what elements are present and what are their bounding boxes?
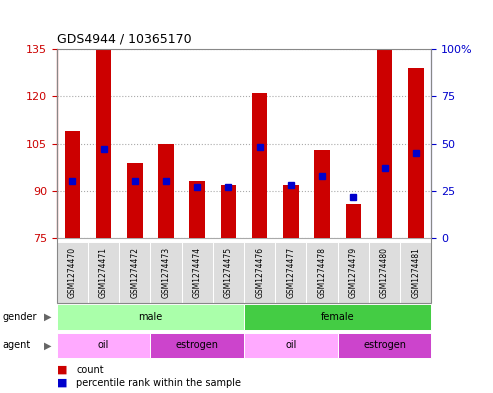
Bar: [189, 182, 205, 238]
Text: ■: ■: [57, 365, 67, 375]
Bar: [408, 68, 423, 238]
Text: male: male: [138, 312, 163, 322]
Text: ▶: ▶: [44, 312, 52, 322]
Bar: [307, 242, 338, 303]
Text: GSM1274477: GSM1274477: [286, 247, 295, 298]
Text: female: female: [321, 312, 354, 322]
Bar: [346, 204, 361, 238]
Text: GSM1274474: GSM1274474: [193, 247, 202, 298]
Text: GSM1274472: GSM1274472: [130, 247, 139, 298]
Bar: [221, 185, 236, 238]
Bar: [150, 333, 244, 358]
Bar: [65, 131, 80, 238]
Text: GSM1274479: GSM1274479: [349, 247, 358, 298]
Text: GSM1274475: GSM1274475: [224, 247, 233, 298]
Bar: [244, 242, 275, 303]
Text: GSM1274473: GSM1274473: [162, 247, 171, 298]
Text: gender: gender: [2, 312, 37, 322]
Bar: [158, 143, 174, 238]
Bar: [338, 242, 369, 303]
Bar: [244, 305, 431, 330]
Text: count: count: [76, 365, 104, 375]
Text: GSM1274470: GSM1274470: [68, 247, 77, 298]
Text: GSM1274478: GSM1274478: [317, 247, 326, 298]
Text: GSM1274471: GSM1274471: [99, 247, 108, 298]
Bar: [96, 49, 111, 238]
Text: oil: oil: [98, 340, 109, 351]
Bar: [88, 242, 119, 303]
Text: GSM1274480: GSM1274480: [380, 247, 389, 298]
Bar: [338, 333, 431, 358]
Bar: [213, 242, 244, 303]
Bar: [400, 242, 431, 303]
Text: GSM1274476: GSM1274476: [255, 247, 264, 298]
Bar: [283, 185, 299, 238]
Bar: [57, 242, 88, 303]
Text: agent: agent: [2, 340, 31, 351]
Bar: [275, 242, 307, 303]
Bar: [181, 242, 213, 303]
Bar: [377, 49, 392, 238]
Text: estrogen: estrogen: [363, 340, 406, 351]
Bar: [127, 163, 142, 238]
Bar: [57, 305, 244, 330]
Text: ▶: ▶: [44, 340, 52, 351]
Text: oil: oil: [285, 340, 297, 351]
Bar: [315, 150, 330, 238]
Text: percentile rank within the sample: percentile rank within the sample: [76, 378, 242, 388]
Bar: [252, 93, 267, 238]
Bar: [150, 242, 181, 303]
Bar: [244, 333, 338, 358]
Text: ■: ■: [57, 378, 67, 388]
Text: estrogen: estrogen: [176, 340, 219, 351]
Bar: [369, 242, 400, 303]
Text: GDS4944 / 10365170: GDS4944 / 10365170: [57, 32, 191, 45]
Text: GSM1274481: GSM1274481: [411, 247, 420, 298]
Bar: [57, 333, 150, 358]
Bar: [119, 242, 150, 303]
